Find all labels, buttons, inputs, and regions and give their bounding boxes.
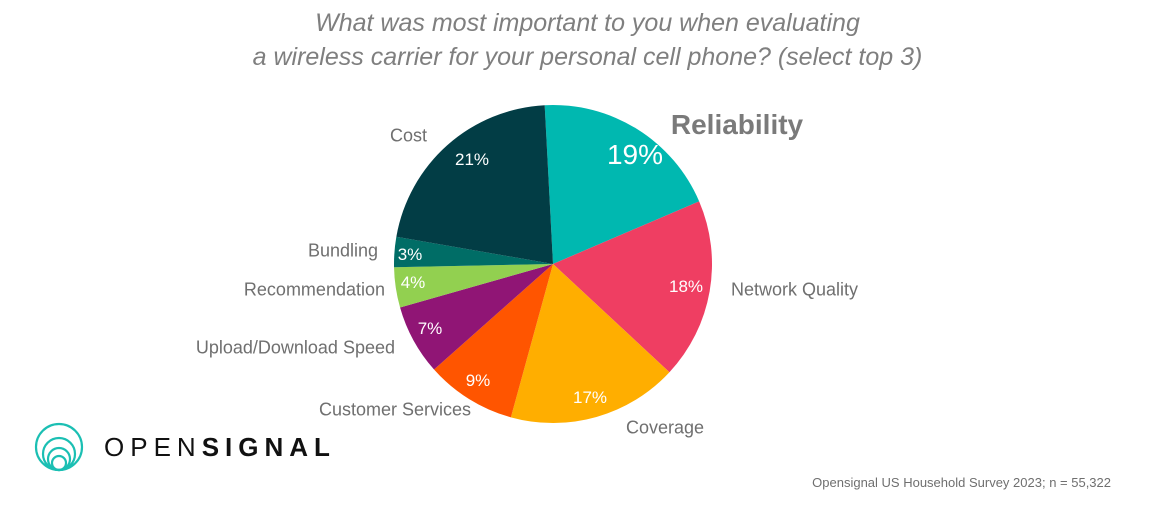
slice-value-label: 18% [668,277,704,296]
slice-value-label: 9% [465,371,491,390]
logo-text-bold: SIGNAL [201,431,336,462]
pie-slice-upload-download-speed [400,264,553,370]
pie-slice-bundling [394,236,553,268]
slice-category-label: Upload/Download Speed [195,337,395,358]
opensignal-logo: OPENSIGNAL [34,422,336,472]
slice-value-label: 7% [417,319,443,338]
pie-slice-recommendation [394,264,553,308]
slice-value-label: 19% [606,139,664,170]
pie-slice-network-quality [553,201,712,373]
slice-category-label: Reliability [670,109,804,140]
slice-category-label: Bundling [307,240,378,261]
slice-category-label: Coverage [626,417,705,438]
chart-title: What was most important to you when eval… [0,6,1175,74]
opensignal-logo-text: OPENSIGNAL [104,432,336,463]
pie-slice-reliability [544,105,700,264]
opensignal-logo-icon [34,422,84,472]
slice-category-label: Customer Services [318,399,471,420]
pie-slice-cost [396,105,553,265]
slice-value-label: 17% [572,388,608,407]
source-note: Opensignal US Household Survey 2023; n =… [812,475,1111,490]
slice-category-label: Cost [389,125,427,146]
slice-value-label: 4% [400,273,426,292]
chart-title-line-2: a wireless carrier for your personal cel… [252,43,923,71]
slice-value-label: 21% [454,150,490,169]
slice-category-label: Network Quality [731,279,859,300]
logo-text-light: OPEN [104,431,202,462]
slice-category-label: Recommendation [243,279,385,300]
slice-value-label: 3% [397,245,423,264]
pie-slice-customer-services [434,264,553,418]
chart-title-line-1: What was most important to you when eval… [315,9,860,37]
pie-slice-coverage [510,264,670,423]
